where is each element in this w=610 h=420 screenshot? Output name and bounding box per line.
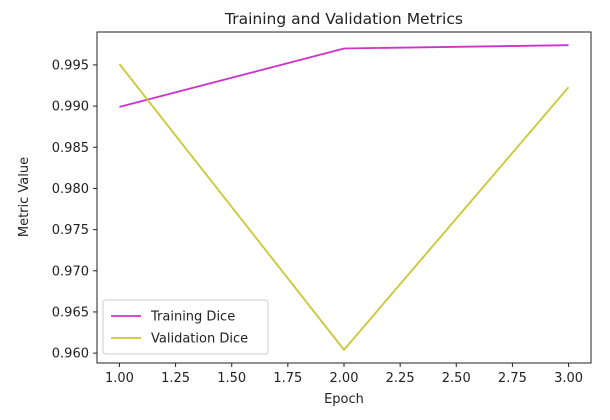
x-tick-label: 1.50	[217, 371, 246, 386]
y-axis-label: Metric Value	[17, 157, 32, 237]
legend-label: Training Dice	[150, 310, 235, 325]
x-axis-label: Epoch	[324, 392, 364, 407]
x-tick-label: 2.75	[498, 371, 527, 386]
series-lines	[118, 44, 570, 352]
series-line-training-dice	[119, 44, 569, 108]
y-tick-label: 0.980	[52, 182, 89, 197]
y-tick-label: 0.970	[52, 264, 89, 279]
x-tick-label: 2.50	[442, 371, 471, 386]
y-tick-label: 0.985	[52, 141, 89, 156]
x-tick-label: 2.25	[386, 371, 415, 386]
x-tick-label: 1.00	[105, 371, 134, 386]
y-tick-label: 0.990	[52, 100, 89, 115]
legend-box	[102, 299, 269, 355]
y-tick-label: 0.965	[52, 305, 89, 320]
x-tick-label: 3.00	[554, 371, 583, 386]
x-tick-label: 1.75	[273, 371, 302, 386]
series-line-validation-dice	[118, 63, 570, 352]
y-tick-label: 0.975	[52, 223, 89, 238]
legend-label: Validation Dice	[151, 332, 248, 347]
y-tick-label: 0.960	[52, 347, 89, 362]
legend: Training Dice Validation Dice	[102, 299, 269, 355]
y-tick-label: 0.995	[52, 58, 89, 73]
chart-title: Training and Validation Metrics	[224, 10, 463, 28]
y-axis: 0.960 0.965 0.970 0.975 0.980 0.985 0.990 0.995	[52, 58, 97, 362]
x-tick-label: 1.25	[161, 371, 190, 386]
x-axis: 1.00 1.25 1.50 1.75 2.00 2.25 2.50 2.75 3.00	[105, 363, 583, 386]
x-tick-label: 2.00	[330, 371, 359, 386]
